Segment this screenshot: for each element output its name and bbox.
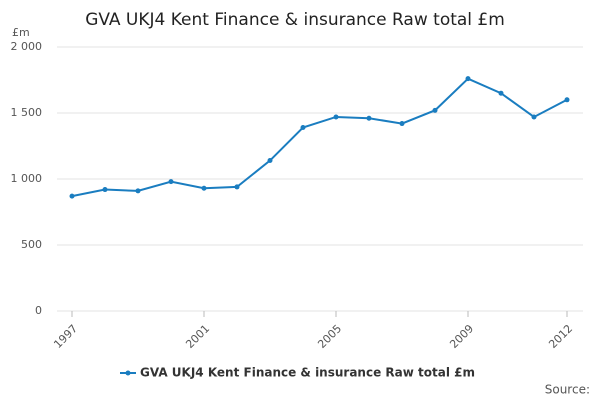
point [168,179,174,185]
source: Source: [545,383,590,397]
point [333,114,339,120]
legend-marker [125,370,131,376]
x-tick-label: 1997 [51,322,80,351]
y-tick-label: 0 [35,304,42,317]
point [234,184,240,190]
point [267,158,273,164]
legend-label: GVA UKJ4 Kent Finance & insurance Raw to… [140,366,475,380]
y-tick-label: 2 000 [11,40,43,53]
point [399,121,405,127]
point [531,114,537,120]
point [432,107,438,113]
y-axis-label: £m [12,26,30,39]
point [366,115,372,121]
point [300,125,306,131]
point [498,90,504,96]
y-tick-label: 1 000 [11,172,43,185]
line [71,77,568,198]
point [69,193,75,199]
point [465,76,471,82]
point [201,185,207,191]
x-tick-label: 2005 [315,322,344,351]
y-tick-label: 1 500 [11,106,43,119]
point [135,188,141,194]
point [102,187,108,193]
x-tick-label: 2001 [183,322,212,351]
y-tick-label: 500 [21,238,42,251]
x-tick-label: 2012 [546,322,575,351]
point [564,97,570,103]
chart-title: GVA UKJ4 Kent Finance & insurance Raw to… [85,10,505,30]
x-tick-label: 2009 [447,322,476,351]
